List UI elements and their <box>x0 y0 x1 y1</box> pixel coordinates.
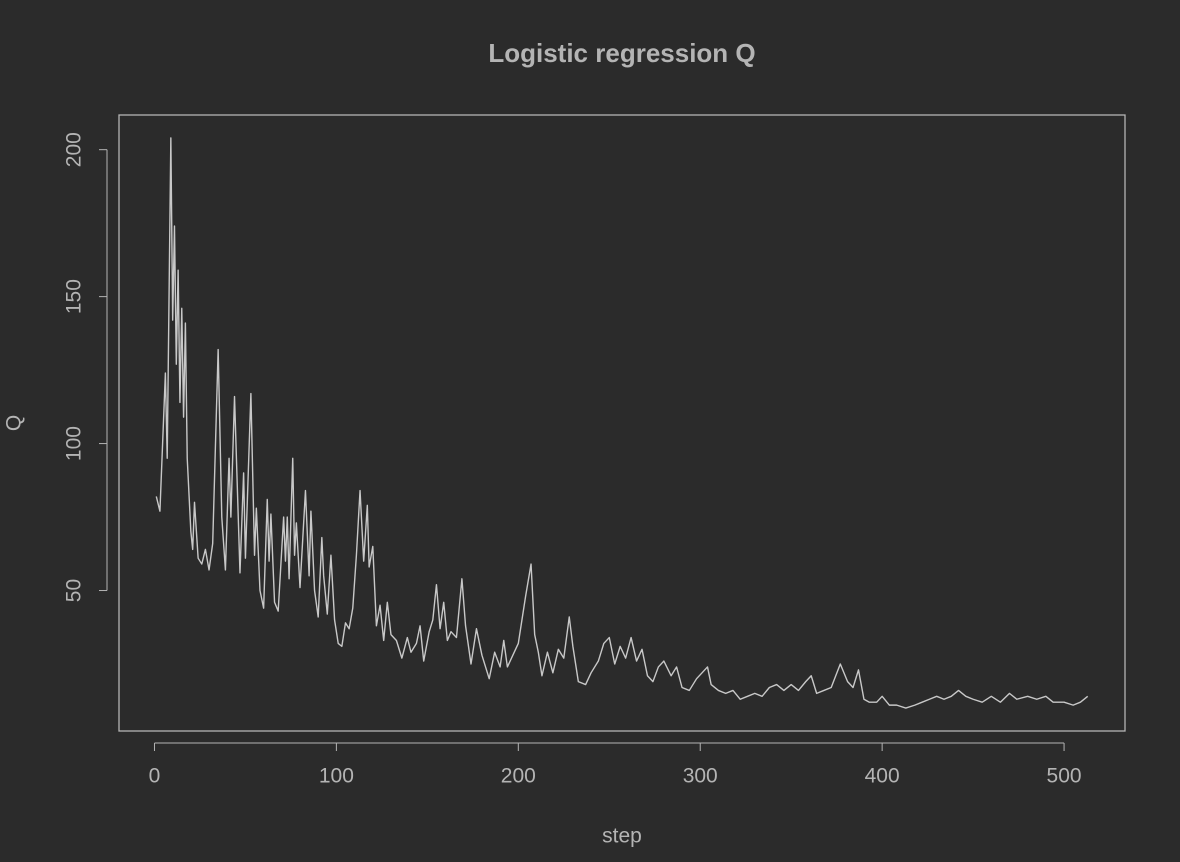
x-tick-label: 500 <box>1047 765 1082 788</box>
x-tick-label: 400 <box>865 765 900 788</box>
x-tick-label: 200 <box>501 765 536 788</box>
x-tick-label: 0 <box>149 765 161 788</box>
x-axis-label: step <box>602 825 642 848</box>
plot-frame <box>118 114 1126 732</box>
y-tick-label: 100 <box>63 426 86 461</box>
x-tick-label: 100 <box>319 765 354 788</box>
y-tick-label: 200 <box>63 132 86 167</box>
x-tick-label: 300 <box>683 765 718 788</box>
y-tick-label: 50 <box>63 579 86 602</box>
chart-title: Logistic regression Q <box>488 38 755 68</box>
y-axis-label: Q <box>3 415 26 431</box>
y-tick-label: 150 <box>63 279 86 314</box>
data-line <box>155 137 1089 709</box>
